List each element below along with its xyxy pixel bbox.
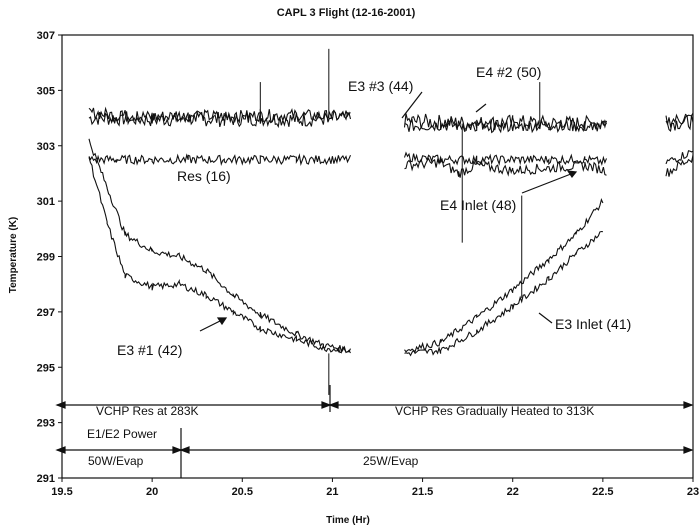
series-line [665, 150, 694, 165]
label-e3-inlet: E3 Inlet (41) [555, 316, 631, 332]
label-vchp-283: VCHP Res at 283K [96, 404, 199, 418]
series-layer [88, 48, 694, 395]
x-tick-label: 20.5 [232, 486, 253, 498]
series-line [404, 198, 604, 353]
y-tick-label: 295 [37, 362, 55, 374]
y-tick-label: 301 [37, 196, 55, 208]
chart-title: CAPL 3 Flight (12-16-2001) [277, 7, 416, 19]
label-e1e2-power: E1/E2 Power [87, 427, 157, 441]
x-tick-label: 23 [687, 486, 699, 498]
power-50-arrow-left [55, 446, 66, 454]
x-axis-title: Time (Hr) [326, 515, 370, 526]
label-e4-inlet: E4 Inlet (48) [440, 197, 516, 213]
e4-inlet-pointer-head [566, 170, 578, 179]
y-tick-label: 305 [37, 85, 55, 97]
x-tick-label: 21.5 [412, 486, 433, 498]
x-tick-label: 22 [507, 486, 519, 498]
e3-3-pointer [401, 91, 423, 119]
annotation-lines [55, 91, 694, 478]
power-50-arrow-right [172, 446, 183, 454]
e4-2-pointer [475, 103, 487, 113]
x-tick-label: 19.5 [51, 486, 72, 498]
e3-1-pointer-head [216, 317, 228, 326]
vchp-313-arrow-left [328, 401, 339, 409]
vchp-283-arrow-left [55, 401, 66, 409]
series-line [404, 118, 608, 134]
series-line [88, 110, 352, 129]
label-vchp-313: VCHP Res Gradually Heated to 313K [395, 404, 594, 418]
series-line [665, 154, 694, 177]
x-tick-label: 21 [326, 486, 338, 498]
e3-inlet-pointer [538, 312, 553, 324]
label-e4-2: E4 #2 (50) [476, 64, 541, 80]
e4-inlet-pointer [521, 171, 577, 194]
series-line [404, 230, 603, 357]
y-tick-label: 303 [37, 141, 55, 153]
x-tick-label: 22.5 [592, 486, 613, 498]
series-line [88, 106, 351, 124]
y-tick-label: 299 [37, 252, 55, 264]
label-50w-evap: 50W/Evap [88, 454, 144, 468]
series-line [665, 113, 694, 129]
y-tick-label: 307 [37, 30, 55, 42]
y-tick-label: 293 [37, 418, 55, 430]
y-axis-title: Temperature (K) [8, 217, 19, 294]
series-line [404, 157, 607, 178]
label-e3-3: E3 #3 (44) [348, 78, 413, 94]
series-line [88, 157, 351, 354]
x-axis-ticks: 19.5 20 20.5 21 21.5 22 22.5 23 [51, 478, 699, 498]
power-25-arrow-left [179, 446, 190, 454]
series-line [665, 112, 694, 132]
y-tick-label: 291 [37, 473, 55, 485]
y-axis-ticks: 291 293 295 297 299 301 303 305 307 [37, 30, 62, 485]
y-tick-label: 297 [37, 307, 55, 319]
label-res: Res (16) [177, 168, 231, 184]
vchp-313-arrow-right [683, 401, 694, 409]
series-line [88, 153, 352, 166]
label-e3-1: E3 #1 (42) [117, 342, 182, 358]
vchp-283-arrow-right [321, 401, 332, 409]
series-line [88, 138, 351, 355]
power-25-arrow-right [683, 446, 694, 454]
label-25w-evap: 25W/Evap [363, 454, 419, 468]
x-tick-label: 20 [146, 486, 158, 498]
